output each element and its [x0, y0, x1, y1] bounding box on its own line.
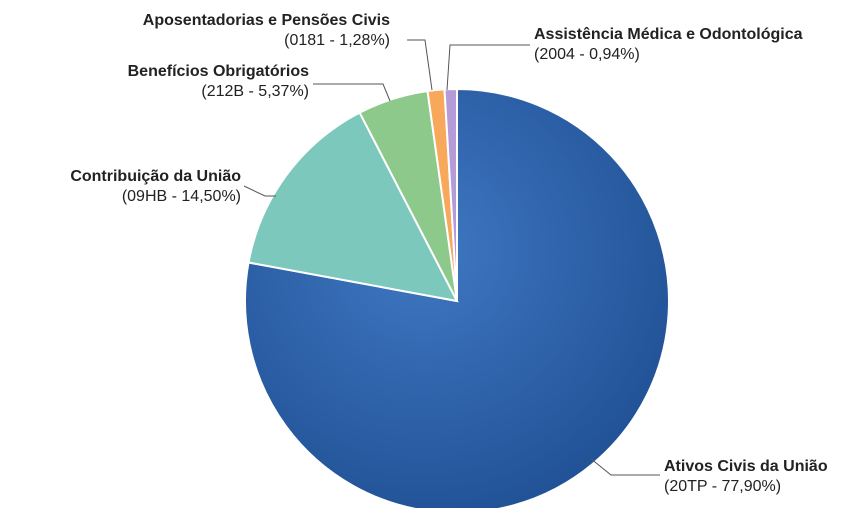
leader-line-aposentadorias — [407, 39, 433, 91]
slice-label-value-contribuicao: (09HB - 14,50%) — [122, 188, 241, 205]
leader-lines — [243, 39, 660, 476]
leader-line-beneficios — [313, 83, 391, 102]
pie-slices — [244, 87, 670, 508]
slice-label-value-aposentadorias: (0181 - 1,28%) — [284, 32, 390, 49]
slice-label-value-assistencia: (2004 - 0,94%) — [534, 46, 640, 63]
slice-label-name-beneficios: Benefícios Obrigatórios — [128, 63, 309, 80]
pie-slice-contribuicao — [247, 111, 459, 303]
pie-slice-ativos — [244, 87, 670, 508]
slice-label-name-aposentadorias: Aposentadorias e Pensões Civis — [143, 12, 390, 29]
slice-label-value-beneficios: (212B - 5,37%) — [201, 83, 309, 100]
slice-label-name-assistencia: Assistência Médica e Odontológica — [534, 26, 803, 43]
slice-label-name-ativos: Ativos Civis da União — [664, 458, 828, 475]
slice-label-value-ativos: (20TP - 77,90%) — [664, 478, 781, 495]
slice-label-name-contribuicao: Contribuição da União — [70, 168, 241, 185]
leader-line-contribuicao — [243, 185, 276, 197]
leader-line-assistencia — [446, 44, 530, 91]
leader-line-ativos — [589, 457, 660, 476]
pie-slice-assistencia — [443, 87, 458, 302]
